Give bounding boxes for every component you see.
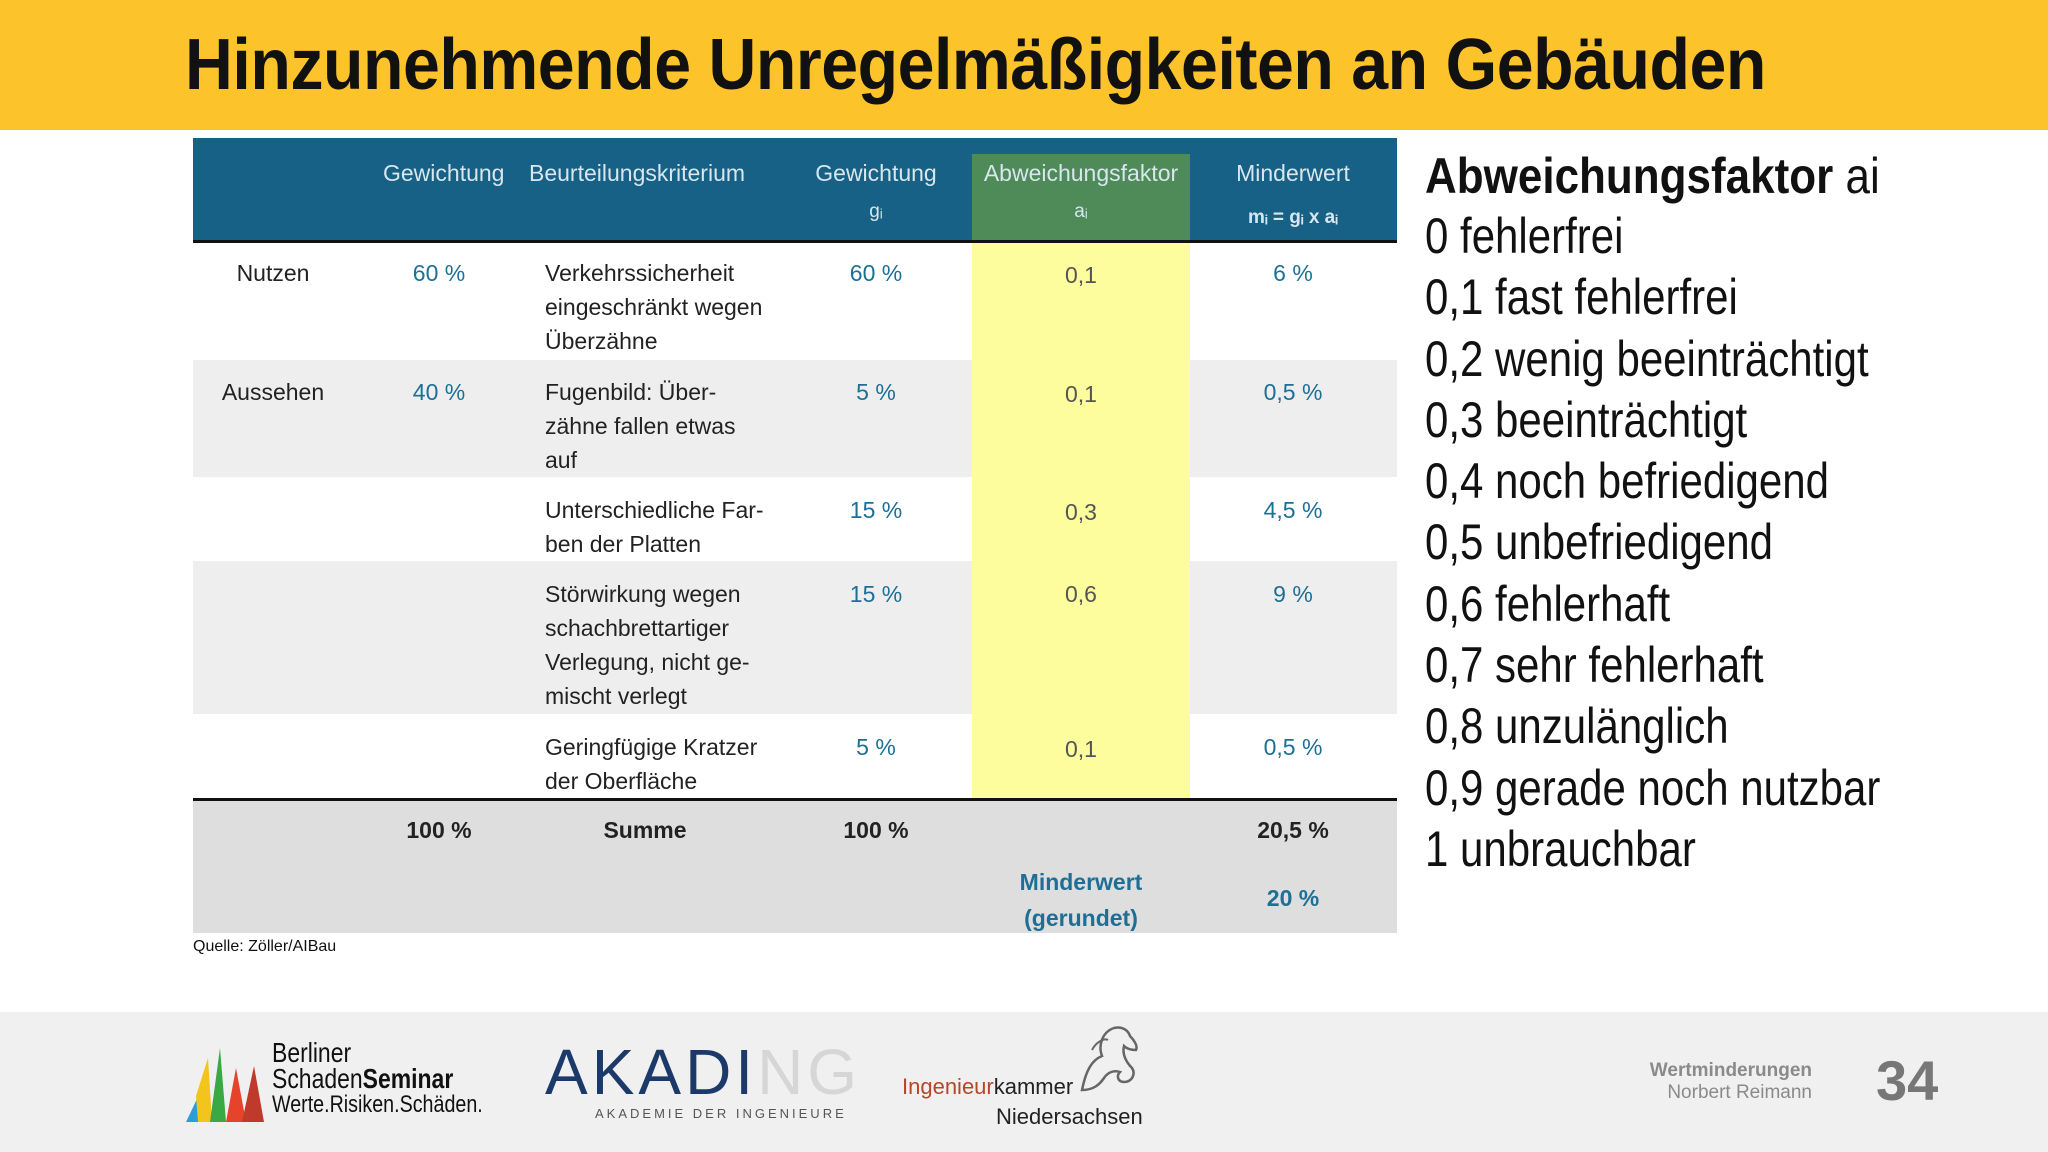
header-criterion: Beurteilungskriterium [529, 160, 746, 186]
row-g: 5 % [856, 734, 896, 760]
row-criterion: Fugenbild: Über- zähne fallen etwas auf [545, 379, 736, 473]
row-g: 15 % [849, 581, 903, 607]
weight-total: 100 % [406, 817, 472, 843]
table-footer: 100 % Summe 100 % 20,5 % Minderwert (ger… [193, 801, 1397, 933]
legend-item: 0,7 sehr fehlerhaft [1425, 637, 1764, 694]
table-source: Quelle: Zöller/AIBau [193, 938, 337, 955]
legend-title: Abweichungsfaktor ai [1425, 148, 1880, 204]
evaluation-table: Gewichtung Beurteilungskriterium Gewicht… [193, 138, 1397, 934]
rounded-label: Minderwert (gerundet) [1019, 869, 1143, 931]
sum-label: Summe [603, 817, 687, 843]
legend-item: 0 fehlerfrei [1425, 208, 1624, 264]
row-g: 15 % [849, 497, 903, 523]
legend-item: 0,1 fast fehlerfrei [1425, 269, 1738, 326]
row-criterion: Verkehrssicherheit eingeschränkt wegen Ü… [545, 260, 763, 354]
horse-emblem-icon [1080, 1026, 1138, 1092]
row-criterion: Störwirkung wegen schachbrettartiger Ver… [545, 581, 750, 709]
header-weight-g: Gewichtung gᵢ [815, 160, 937, 222]
table-rule [193, 798, 1397, 801]
table-header: Gewichtung Beurteilungskriterium Gewicht… [193, 138, 1397, 243]
row-weight: 60 % [412, 260, 466, 286]
g-total: 100 % [843, 817, 909, 843]
legend-item: 0,3 beeinträchtigt [1425, 391, 1748, 448]
legend-item: 0,6 fehlerhaft [1425, 575, 1671, 632]
legend-item: 0,4 noch befriedigend [1425, 453, 1829, 510]
ingenieurkammer-wordmark: Ingenieurkammer Niedersachsen [902, 1074, 1143, 1129]
page-number: 34 [1876, 1049, 1939, 1112]
slide-title: Hinzunehmende Unregelmäßigkeiten an Gebä… [185, 25, 1766, 105]
row-m: 9 % [1273, 581, 1313, 607]
factor-column-highlight-header [972, 154, 1190, 240]
legend-item: 0,8 unzulänglich [1425, 698, 1729, 755]
row-weight: 40 % [412, 379, 466, 405]
header-minderwert: Minderwert mᵢ = gᵢ x aᵢ [1236, 160, 1350, 228]
row-m: 0,5 % [1263, 379, 1323, 405]
footer-bar [0, 1012, 2048, 1152]
title-bar: Hinzunehmende Unregelmäßigkeiten an Gebä… [0, 0, 2048, 130]
factor-legend: Abweichungsfaktor ai 0 fehlerfrei 0,1 fa… [1425, 146, 2035, 880]
table-row [193, 360, 1397, 477]
header-factor: Abweichungsfaktor aᵢ [983, 160, 1179, 222]
row-m: 4,5 % [1263, 497, 1323, 523]
header-weight: Gewichtung [383, 160, 505, 186]
author-info: Wertminderungen Norbert Reimann [1649, 1060, 1812, 1103]
rounded-value: 20 % [1266, 885, 1320, 911]
legend-item: 0,5 unbefriedigend [1425, 514, 1773, 571]
row-a: 0,1 [1065, 736, 1097, 762]
legend-item: 1 unbrauchbar [1425, 820, 1696, 877]
row-a: 0,6 [1065, 581, 1097, 607]
row-g: 5 % [856, 379, 896, 405]
row-criterion: Geringfügige Kratzer der Oberfläche [545, 734, 758, 794]
row-m: 0,5 % [1263, 734, 1323, 760]
legend-item: 0,2 wenig beeinträchtigt [1425, 330, 1869, 387]
berliner-schadenseminar-wordmark: Berliner SchadenSeminar Werte.Risiken.Sc… [272, 1037, 483, 1118]
legend-item: 0,9 gerade noch nutzbar [1425, 759, 1881, 816]
row-a: 0,1 [1065, 381, 1097, 407]
m-total: 20,5 % [1257, 817, 1329, 843]
row-m: 6 % [1273, 260, 1313, 286]
row-g: 60 % [849, 260, 903, 286]
row-category: Aussehen [221, 379, 325, 405]
table-row [193, 561, 1397, 714]
akading-logo: AKADING AKADEMIE DER INGENIEURE [545, 1036, 862, 1121]
row-criterion: Unterschiedliche Far- ben der Platten [545, 497, 764, 557]
row-a: 0,3 [1065, 499, 1097, 525]
berliner-schadenseminar-logo-icon [186, 1048, 264, 1122]
row-category: Nutzen [236, 260, 310, 286]
row-a: 0,1 [1065, 262, 1097, 288]
